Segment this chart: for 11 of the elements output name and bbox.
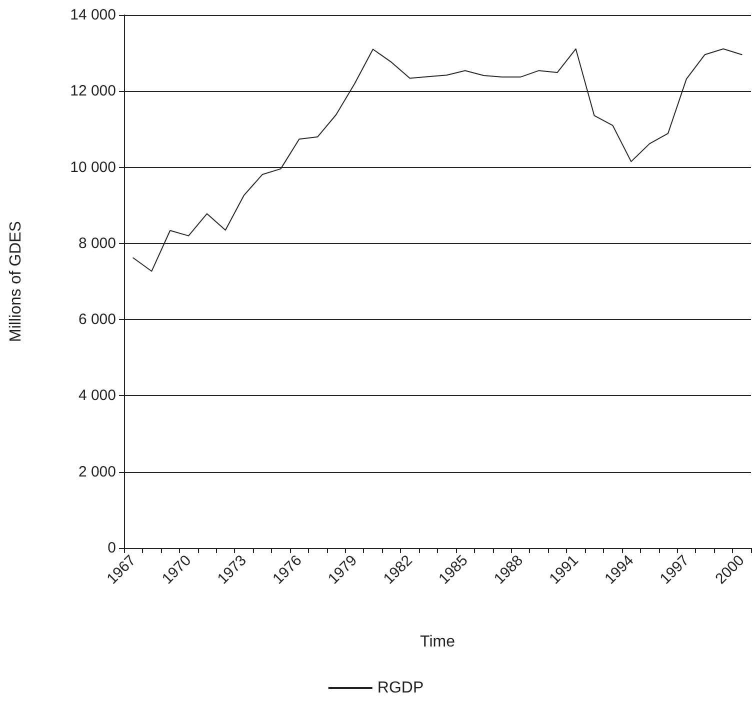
y-tick-label: 14 000 [70, 6, 116, 24]
x-axis-title: Time [420, 634, 456, 650]
y-axis-title: Millions of GDES [8, 221, 24, 342]
y-tick-label: 6 000 [78, 311, 116, 328]
legend-label: RGDP [377, 680, 424, 696]
y-tick-label: 10 000 [70, 158, 116, 176]
y-tick-label: 4 000 [78, 387, 116, 404]
y-tick-label: 0 [108, 540, 116, 556]
y-tick-label: 2 000 [78, 463, 116, 480]
y-tick-label: 12 000 [70, 82, 116, 100]
y-tick-label: 8 000 [78, 234, 116, 252]
